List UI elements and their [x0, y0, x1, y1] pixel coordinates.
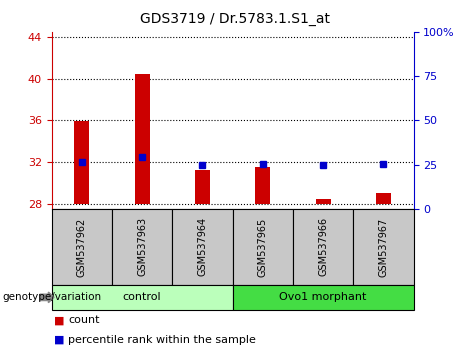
Bar	[233, 285, 414, 310]
Text: Ovo1 morphant: Ovo1 morphant	[280, 292, 367, 302]
Text: control: control	[123, 292, 162, 302]
Bar	[134, 74, 150, 204]
Bar	[172, 209, 233, 285]
Bar	[52, 209, 112, 285]
Text: GSM537964: GSM537964	[197, 217, 207, 276]
Bar	[353, 209, 414, 285]
Text: GSM537965: GSM537965	[258, 217, 268, 276]
Bar	[255, 167, 270, 204]
Text: ■: ■	[54, 315, 64, 325]
Text: GSM537967: GSM537967	[378, 217, 388, 276]
Text: GSM537963: GSM537963	[137, 217, 147, 276]
Bar	[195, 170, 210, 204]
Text: GDS3719 / Dr.5783.1.S1_at: GDS3719 / Dr.5783.1.S1_at	[140, 12, 330, 27]
Text: GSM537962: GSM537962	[77, 217, 87, 276]
Bar	[112, 209, 172, 285]
Text: genotype/variation: genotype/variation	[2, 292, 102, 302]
Bar	[74, 121, 89, 204]
Bar	[376, 193, 391, 204]
Text: GSM537966: GSM537966	[318, 217, 328, 276]
Text: ■: ■	[54, 335, 64, 345]
Text: percentile rank within the sample: percentile rank within the sample	[68, 335, 256, 345]
Bar	[293, 209, 353, 285]
Bar	[233, 209, 293, 285]
Bar	[52, 285, 233, 310]
Bar	[315, 200, 331, 204]
Text: count: count	[68, 315, 100, 325]
